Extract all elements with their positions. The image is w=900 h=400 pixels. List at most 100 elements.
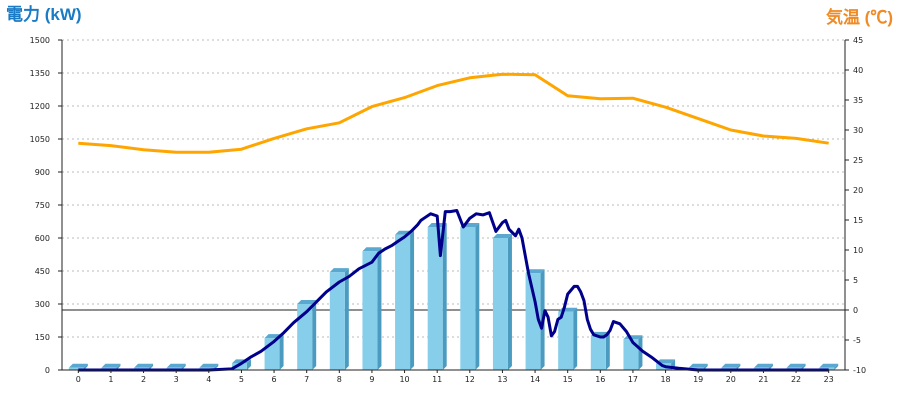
bar-top: [101, 363, 121, 368]
bar-side: [507, 234, 512, 370]
right-tick-label: 25: [853, 156, 863, 165]
bar: [395, 230, 415, 370]
right-tick-label: -5: [853, 336, 861, 345]
bar: [329, 268, 349, 370]
left-tick-label: 300: [35, 300, 50, 309]
bar-top: [819, 363, 839, 368]
x-tick-label: 4: [206, 375, 211, 384]
right-tick-label: 0: [853, 306, 858, 315]
x-tick-label: 8: [337, 375, 342, 384]
bar-front: [460, 227, 476, 370]
right-tick-label: 15: [853, 216, 863, 225]
x-tick-label: 0: [76, 375, 81, 384]
bar-front: [395, 234, 411, 370]
bar: [297, 300, 317, 370]
bar-side: [181, 363, 186, 370]
right-tick-label: -10: [853, 366, 866, 375]
bar-side: [344, 268, 349, 370]
bar-side: [116, 363, 121, 370]
right-tick-label: 30: [853, 126, 863, 135]
bar-side: [638, 335, 643, 370]
power-bars: [68, 223, 839, 370]
bar-top: [166, 363, 186, 368]
left-tick-label: 450: [35, 267, 50, 276]
x-tick-label: 19: [693, 375, 703, 384]
bar-front: [623, 339, 639, 370]
bar-front: [427, 227, 443, 370]
left-tick-label: 900: [35, 168, 50, 177]
left-tick-label: 600: [35, 234, 50, 243]
bar-top: [68, 363, 88, 368]
bar-side: [410, 230, 415, 370]
bar-top: [656, 359, 676, 364]
bar-side: [605, 331, 610, 370]
bar-top: [753, 363, 773, 368]
bar-top: [329, 268, 349, 273]
bar-front: [362, 251, 378, 370]
x-tick-label: 13: [497, 375, 507, 384]
power-series: [78, 209, 829, 372]
bar: [492, 234, 512, 370]
bar-front: [68, 367, 84, 370]
x-tick-label: 18: [660, 375, 670, 384]
left-tick-label: 1200: [30, 102, 50, 111]
bar-side: [834, 363, 839, 370]
bar: [590, 331, 610, 370]
bar: [362, 247, 382, 370]
temperature-line: [78, 72, 829, 154]
x-tick-label: 7: [304, 375, 309, 384]
left-tick-label: 150: [35, 333, 50, 342]
bar-front: [525, 273, 541, 370]
right-tick-label: 20: [853, 186, 863, 195]
bar-front: [329, 272, 345, 370]
tick-labels: 01503004506007509001050120013501500-10-5…: [30, 36, 866, 384]
right-tick-label: 45: [853, 36, 863, 45]
x-tick-label: 10: [399, 375, 409, 384]
bar-side: [736, 363, 741, 370]
bar-top: [492, 234, 512, 238]
bar-side: [279, 334, 284, 370]
bar-side: [377, 247, 382, 370]
bar-top: [786, 363, 806, 368]
bar-side: [801, 363, 806, 370]
x-tick-label: 23: [824, 375, 834, 384]
bar-top: [688, 363, 708, 368]
left-tick-label: 1350: [30, 69, 50, 78]
right-tick-label: 35: [853, 96, 863, 105]
bar: [460, 223, 480, 370]
bar-side: [442, 223, 447, 370]
x-tick-label: 15: [563, 375, 573, 384]
bar-side: [246, 359, 251, 370]
left-tick-label: 0: [45, 366, 50, 375]
right-tick-label: 5: [853, 276, 858, 285]
x-tick-label: 16: [595, 375, 605, 384]
bar-front: [492, 238, 508, 370]
left-tick-label: 750: [35, 201, 50, 210]
bar-top: [721, 363, 741, 368]
x-tick-label: 21: [758, 375, 768, 384]
bar-side: [475, 223, 480, 370]
x-tick-label: 14: [530, 375, 540, 384]
bar-front: [231, 363, 247, 370]
bar-front: [297, 304, 313, 370]
x-tick-label: 3: [174, 375, 179, 384]
x-tick-label: 20: [726, 375, 736, 384]
bar-side: [83, 363, 88, 370]
left-axis-title: 電力 (kW): [6, 4, 82, 24]
x-tick-label: 2: [141, 375, 146, 384]
bar-top: [525, 269, 545, 274]
x-tick-label: 6: [272, 375, 277, 384]
bar-front: [590, 335, 606, 370]
bar-side: [149, 363, 154, 370]
bar: [68, 363, 88, 370]
bar-side: [768, 363, 773, 370]
bar-top: [297, 300, 317, 304]
bar-side: [312, 300, 317, 370]
left-tick-label: 1500: [30, 36, 50, 45]
bar-top: [199, 363, 219, 368]
right-axis-title: 気温 (℃): [825, 7, 893, 27]
bar-top: [362, 247, 382, 252]
x-tick-label: 9: [369, 375, 374, 384]
right-tick-label: 40: [853, 66, 863, 75]
x-tick-label: 11: [432, 375, 442, 384]
